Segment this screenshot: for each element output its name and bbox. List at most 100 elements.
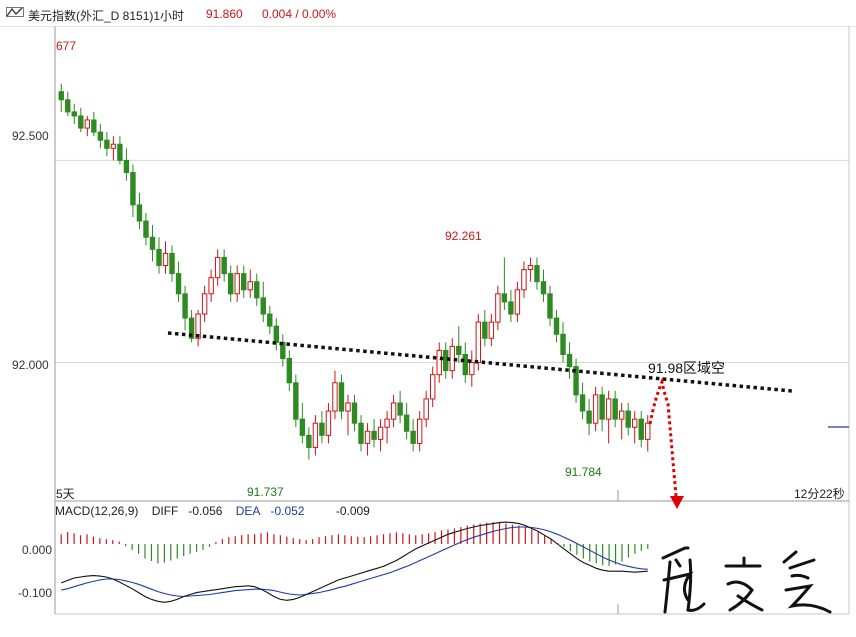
candle	[175, 261, 182, 302]
candle	[573, 358, 579, 403]
candle	[560, 322, 566, 363]
macd-y-tick-minus-0.1: -0.100	[18, 586, 52, 600]
candle	[117, 136, 123, 165]
low-label-1: 91.737	[247, 485, 284, 499]
candle	[397, 390, 403, 424]
candle	[579, 382, 586, 420]
candle	[130, 164, 136, 218]
dea-line	[61, 526, 648, 598]
candle	[299, 402, 306, 444]
candle	[338, 374, 345, 420]
peak-label: 92.261	[445, 229, 482, 243]
price-change: 0.004 / 0.00%	[262, 7, 337, 21]
candle	[416, 411, 423, 452]
candle	[527, 257, 534, 282]
candle	[110, 136, 117, 161]
diff-value: -0.056	[188, 504, 223, 518]
candle	[286, 350, 293, 391]
candle	[540, 269, 547, 302]
candle	[234, 265, 240, 302]
candle	[143, 212, 149, 246]
candle	[162, 241, 169, 274]
dea-label: DEA	[235, 504, 261, 518]
y-tick-92000: 92.000	[12, 358, 49, 372]
macd-histogram	[60, 522, 649, 566]
candle	[260, 281, 266, 323]
candle	[293, 374, 299, 428]
candle	[182, 285, 188, 331]
candle	[625, 402, 631, 436]
macd-title: MACD(12,26,9)	[55, 504, 139, 518]
macd-y-tick-0: 0.000	[22, 543, 52, 557]
candle	[84, 115, 91, 137]
candle	[208, 269, 214, 302]
candle	[612, 390, 618, 428]
y-tick-92500: 92.500	[12, 129, 49, 143]
candle	[599, 386, 605, 432]
last-price: 91.860	[206, 7, 243, 21]
candle	[469, 350, 475, 387]
candle	[371, 419, 377, 448]
candle	[384, 411, 390, 444]
candle	[78, 107, 84, 133]
candle	[227, 265, 234, 302]
candle	[632, 411, 638, 444]
short-zone-annotation: 91.98区域空	[648, 360, 726, 376]
candle	[319, 411, 325, 444]
candle	[273, 318, 280, 351]
candle	[586, 398, 592, 436]
candle	[605, 390, 612, 444]
forecast-arrow	[648, 377, 684, 509]
macd-lines	[61, 521, 648, 603]
candle	[566, 342, 573, 379]
chart-header: 美元指数(外汇_D 8151)1小时 91.860 0.004 / 0.00%	[0, 0, 856, 26]
candle	[645, 415, 651, 452]
macd-value: -0.009	[335, 504, 370, 518]
candle	[156, 237, 162, 274]
candle	[358, 415, 364, 452]
candle	[280, 334, 286, 367]
candle	[325, 402, 332, 444]
candle	[332, 370, 338, 420]
candle	[91, 111, 97, 137]
countdown-label: 12分22秒	[794, 487, 845, 501]
candle	[475, 314, 482, 371]
candle	[214, 249, 221, 286]
candle	[462, 342, 468, 383]
candle	[247, 269, 253, 298]
low-label-2: 91.784	[565, 465, 602, 479]
diff-line	[61, 521, 648, 603]
candle	[403, 402, 410, 440]
macd-legend: MACD(12,26,9) DIFF -0.056 DEA -0.052 -0.00…	[55, 504, 380, 518]
candle	[97, 124, 104, 149]
axes	[0, 25, 856, 615]
candle	[188, 309, 195, 343]
candle	[521, 261, 527, 298]
candle	[241, 265, 247, 298]
candle	[456, 326, 462, 363]
candle	[201, 285, 208, 323]
candle	[58, 83, 64, 112]
candle	[377, 419, 384, 452]
candle	[221, 249, 227, 282]
dea-value: -0.052	[270, 504, 305, 518]
candle	[267, 305, 273, 335]
candle	[123, 148, 130, 181]
candle	[312, 415, 319, 456]
candle	[508, 289, 514, 323]
candle	[195, 309, 201, 347]
candle	[306, 427, 312, 460]
candle	[495, 285, 501, 331]
candle	[169, 245, 175, 282]
candle	[436, 342, 442, 383]
candle	[501, 257, 508, 310]
candle	[149, 225, 156, 262]
chart-toggle-icon[interactable]	[6, 7, 24, 17]
candle	[429, 366, 436, 408]
candle	[449, 338, 455, 379]
candle	[136, 192, 143, 230]
period-label: 5天	[56, 487, 75, 501]
candle	[482, 309, 488, 347]
candle	[638, 411, 644, 448]
